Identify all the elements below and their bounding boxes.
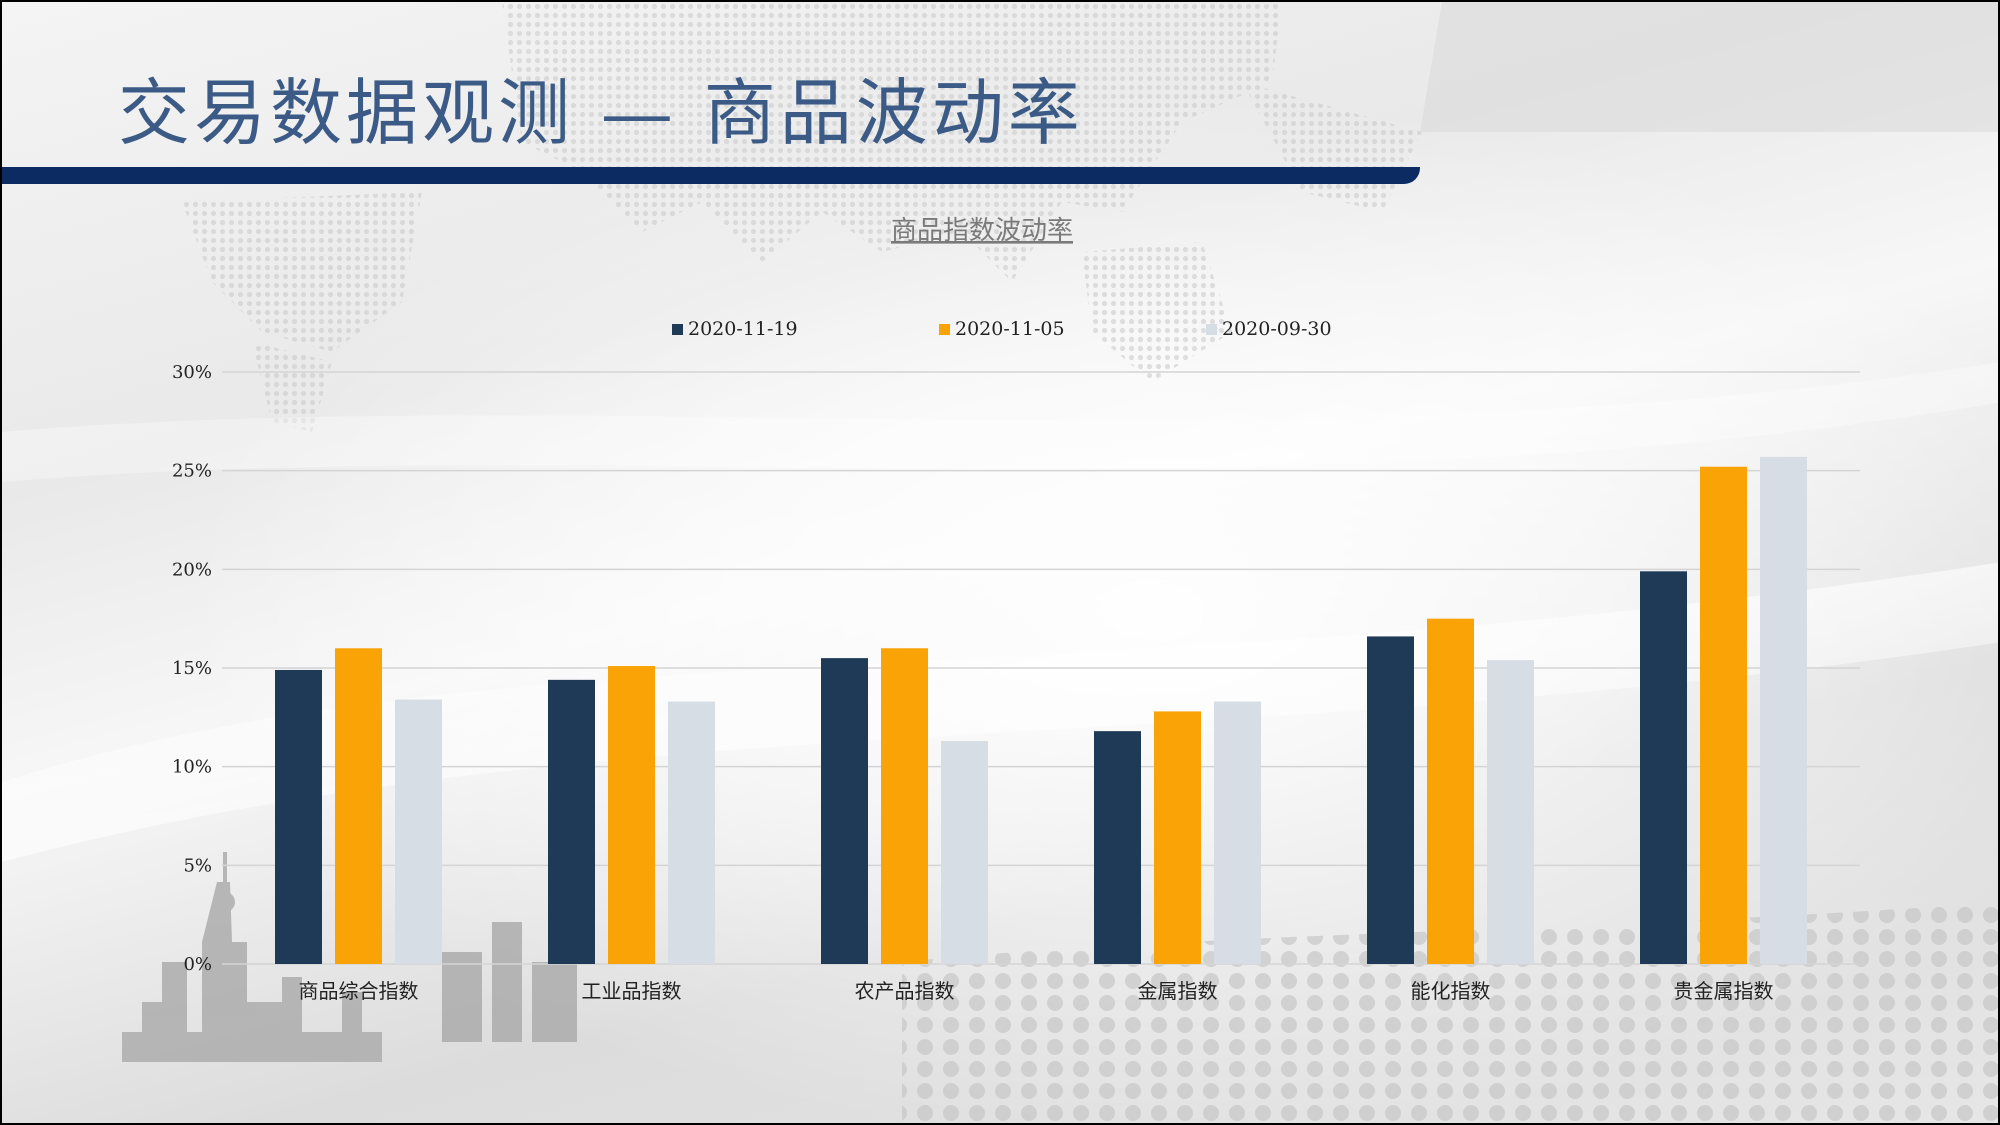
bar-2020-11-05-金属指数 — [1154, 711, 1201, 964]
x-category-label: 金属指数 — [1138, 979, 1218, 1003]
bar-2020-11-19-农产品指数 — [821, 658, 868, 964]
bar-2020-11-05-能化指数 — [1427, 618, 1474, 964]
bar-2020-09-30-能化指数 — [1487, 660, 1534, 964]
bar-2020-09-30-贵金属指数 — [1760, 456, 1807, 964]
bar-2020-11-19-贵金属指数 — [1640, 571, 1687, 964]
x-category-label: 工业品指数 — [582, 979, 682, 1003]
y-tick-label: 0% — [183, 954, 212, 975]
x-category-label: 能化指数 — [1411, 979, 1491, 1003]
bar-2020-11-19-商品综合指数 — [275, 669, 322, 964]
legend-swatch — [672, 324, 683, 335]
y-tick-label: 5% — [183, 855, 212, 876]
bar-2020-11-05-贵金属指数 — [1700, 466, 1747, 964]
slide-title: 交易数据观测 — 商品波动率 — [118, 71, 1084, 155]
y-tick-label: 15% — [172, 658, 212, 679]
bar-2020-11-05-工业品指数 — [608, 666, 655, 964]
legend-label: 2020-11-19 — [688, 318, 798, 340]
bar-2020-11-19-能化指数 — [1367, 636, 1414, 964]
legend-swatch — [1206, 324, 1217, 335]
legend-label: 2020-11-05 — [955, 318, 1065, 340]
y-tick-label: 10% — [172, 757, 212, 778]
x-category-label: 商品综合指数 — [299, 979, 419, 1003]
bar-2020-09-30-工业品指数 — [668, 701, 715, 964]
x-axis-categories: 商品综合指数 工业品指数 农产品指数 金属指数 能化指数 贵金属指数 — [299, 979, 1774, 1003]
bar-2020-11-05-农产品指数 — [881, 648, 928, 964]
gridlines — [222, 371, 1860, 965]
y-tick-label: 20% — [172, 559, 212, 580]
bar-2020-11-05-商品综合指数 — [335, 648, 382, 964]
bar-2020-09-30-农产品指数 — [941, 741, 988, 964]
legend: 2020-11-19 2020-11-05 2020-09-30 — [672, 318, 1332, 340]
x-category-label: 农产品指数 — [855, 979, 955, 1003]
title-underline-bar — [2, 167, 1420, 184]
legend-swatch — [939, 324, 950, 335]
bar-2020-09-30-金属指数 — [1214, 701, 1261, 964]
chart-title: 商品指数波动率 — [891, 216, 1073, 246]
bars — [275, 456, 1807, 964]
bar-2020-11-19-工业品指数 — [548, 679, 595, 964]
y-axis-ticks: 0% 5% 10% 15% 20% 25% 30% — [172, 362, 212, 975]
y-tick-label: 25% — [172, 461, 212, 482]
y-tick-label: 30% — [172, 362, 212, 383]
bar-2020-09-30-商品综合指数 — [395, 699, 442, 964]
x-category-label: 贵金属指数 — [1674, 979, 1774, 1003]
legend-label: 2020-09-30 — [1222, 318, 1332, 340]
bar-2020-11-19-金属指数 — [1094, 731, 1141, 964]
